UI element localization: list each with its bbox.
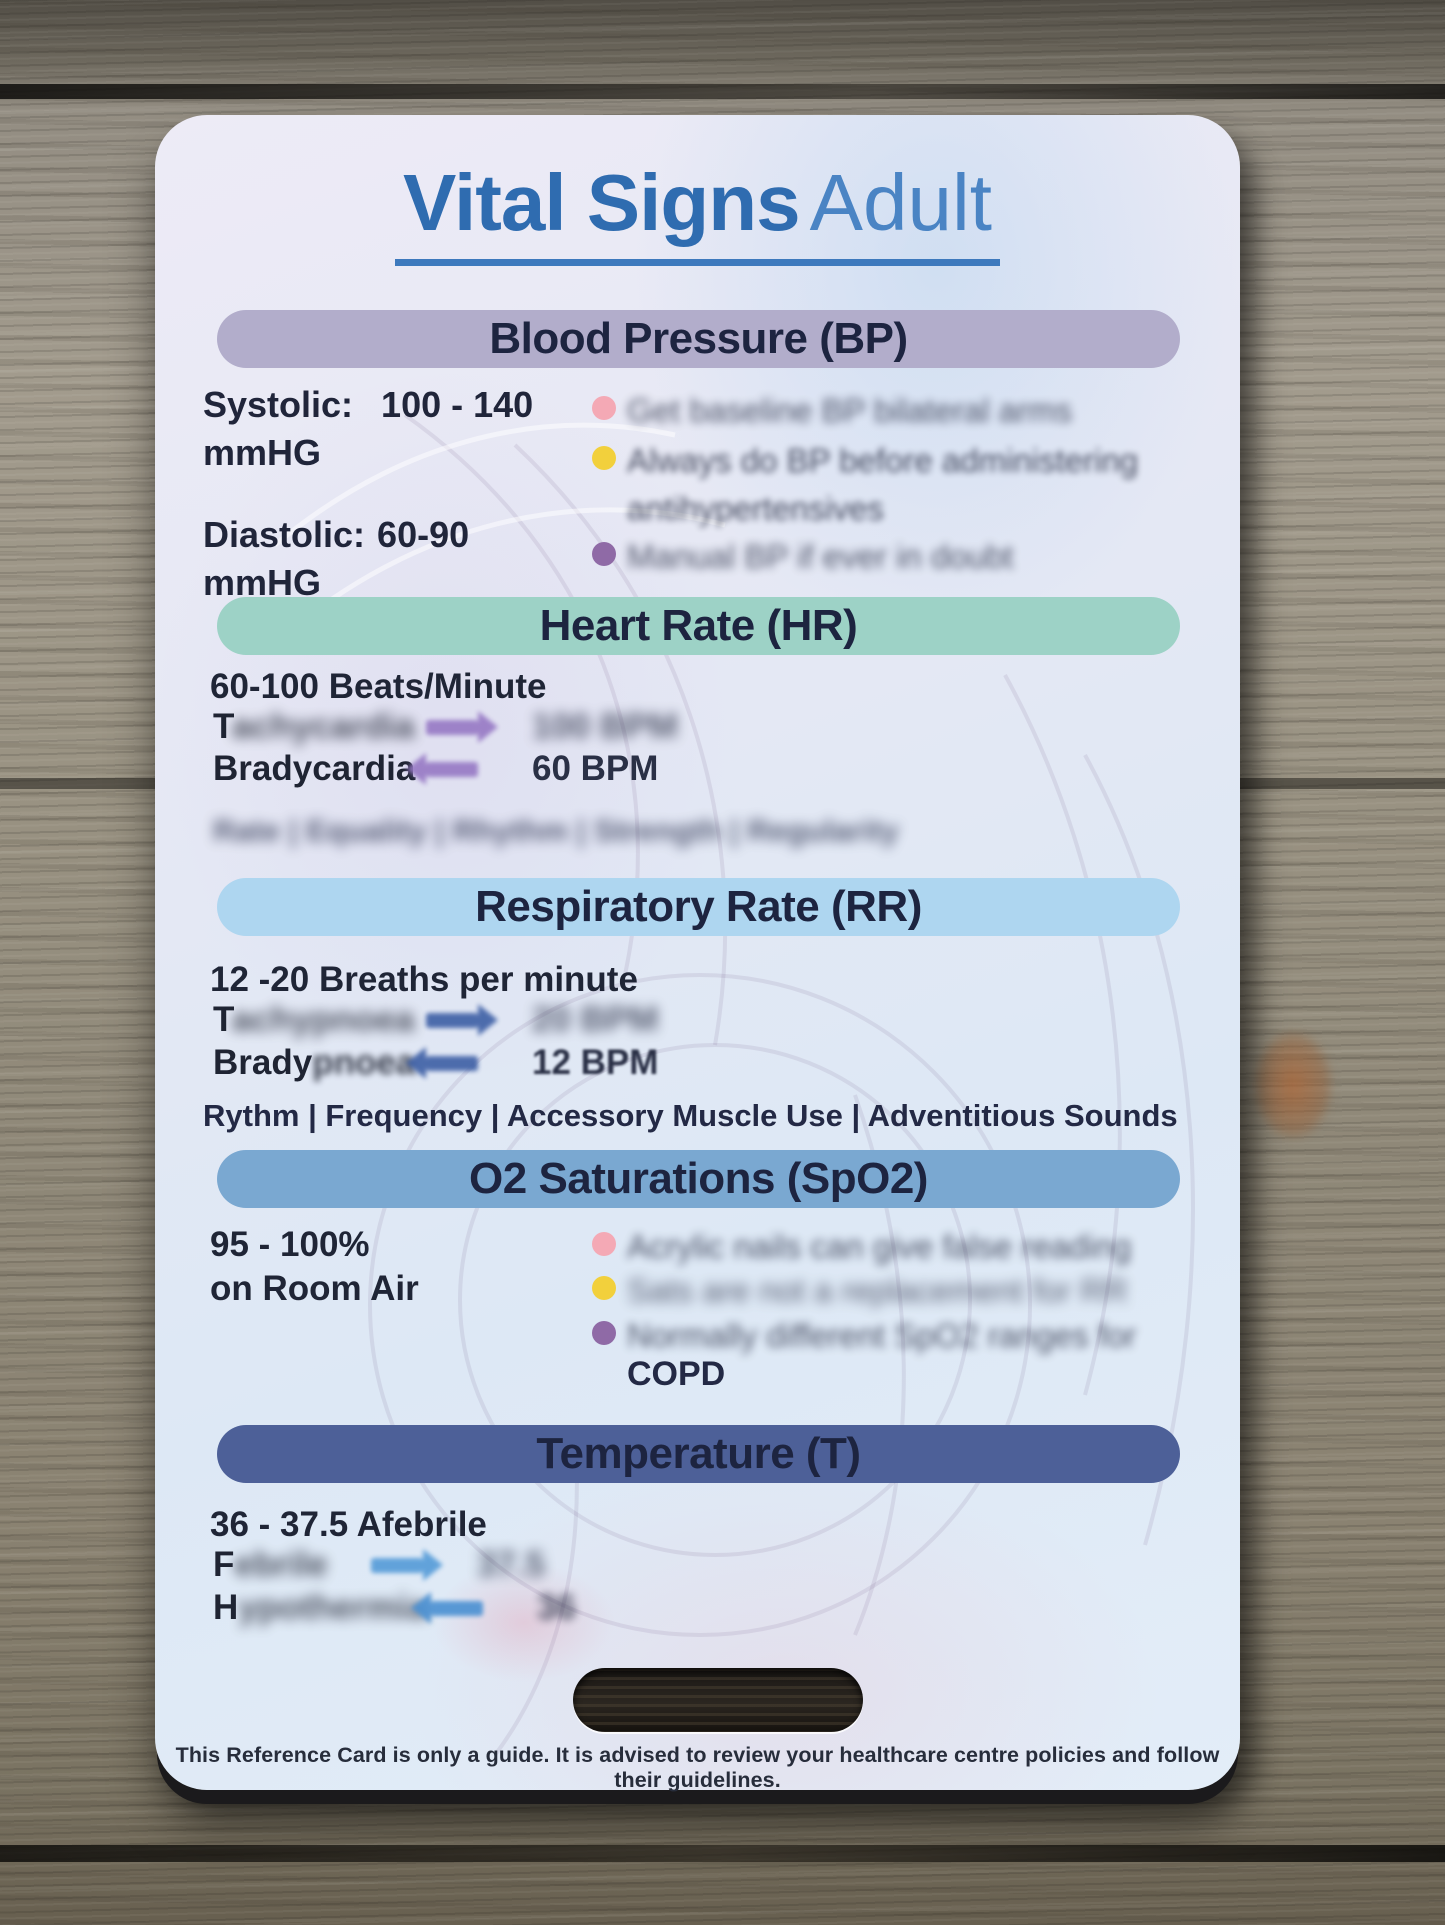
section-header-label: Heart Rate (HR): [539, 601, 858, 650]
bp-diastolic-unit: mmHG: [203, 562, 322, 603]
section-header-temperature: Temperature (T): [217, 1425, 1180, 1483]
rr-assessment-line: Rythm | Frequency | Accessory Muscle Use…: [203, 1098, 1178, 1133]
bp-systolic-value: 100 - 140: [381, 384, 534, 425]
bp-note-row: Manual BP if ever in doubt: [592, 533, 1013, 581]
badge-slot-hole: [573, 1668, 863, 1732]
section-header-heart-rate: Heart Rate (HR): [217, 597, 1180, 655]
vital-signs-reference-card: Vital Signs Adult Blood Pressure (BP) Sys…: [155, 115, 1240, 1792]
rr-normal-range: 12 -20 Breaths per minute: [210, 960, 638, 999]
hr-tachycardia-value: 100 BPM: [532, 707, 678, 746]
spo2-copd-label: COPD: [627, 1355, 726, 1393]
bullet-dot-purple: [592, 542, 616, 566]
bullet-dot-yellow: [592, 446, 616, 470]
footer-disclaimer: This Reference Card is only a guide. It …: [175, 1743, 1220, 1792]
rr-tachypnoea-value: 20 BPM: [532, 1000, 659, 1039]
spo2-note-row: Sats are not a replacement for RR: [592, 1267, 1128, 1315]
label-blurred-part: achycardia: [231, 707, 415, 746]
spo2-note-row: Acrylic nails can give false reading: [592, 1223, 1131, 1271]
temp-hypothermia-value: 36: [537, 1588, 576, 1627]
spo2-range-value: 95 - 100%: [210, 1225, 370, 1264]
section-header-respiratory-rate: Respiratory Rate (RR): [217, 878, 1180, 936]
arrow-left-icon: [431, 1600, 483, 1616]
section-header-blood-pressure: Blood Pressure (BP): [217, 310, 1180, 368]
temp-normal-range: 36 - 37.5 Afebrile: [210, 1505, 487, 1544]
label-blurred-part: ebrile: [234, 1545, 328, 1584]
temp-hypothermia-row: Hypothermia 36: [213, 1588, 576, 1628]
bp-note-text: Manual BP if ever in doubt: [627, 538, 1014, 575]
label-sharp-part: T: [213, 1000, 232, 1039]
hr-tachycardia-row: Tachycardia 100 BPM: [213, 707, 678, 747]
rr-bradypnoea-value: 12 BPM: [532, 1043, 659, 1082]
spo2-note-text: Normally different SpO2 ranges for: [627, 1317, 1137, 1354]
label-blurred-part: ypothermia: [238, 1588, 427, 1627]
bp-diastolic-label: Diastolic:: [203, 514, 366, 555]
rr-bradypnoea-row: Bradypnoea 12 BPM: [213, 1043, 658, 1083]
bp-systolic-unit: mmHG: [203, 432, 322, 473]
hr-bradycardia-value: 60 BPM: [532, 749, 659, 788]
hr-bradycardia-label: Bradycardia: [213, 749, 416, 788]
hr-assessment-line: Rate | Equality | Rhythm | Strength | Re…: [213, 813, 899, 848]
arrow-right-icon: [371, 1557, 423, 1573]
wood-knot-stain: [1238, 1010, 1348, 1160]
arrow-right-icon: [426, 1012, 478, 1028]
spo2-note-text: Sats are not a replacement for RR: [627, 1272, 1128, 1309]
rr-tachypnoea-row: Tachypnoea 20 BPM: [213, 1000, 658, 1040]
section-header-label: Respiratory Rate (RR): [475, 882, 922, 931]
section-header-label: Blood Pressure (BP): [489, 314, 908, 363]
bp-note-row: Get baseline BP bilateral arms: [592, 387, 1072, 435]
hr-bradycardia-row: Bradycardia 60 BPM: [213, 749, 658, 789]
hr-tachycardia-label: Tachycardia: [213, 707, 418, 747]
arrow-right-icon: [426, 719, 478, 735]
bp-note-text: Always do BP before administering antihy…: [627, 442, 1139, 527]
hr-normal-range: 60-100 Beats/Minute: [210, 667, 547, 706]
section-header-label: Temperature (T): [536, 1429, 861, 1478]
bp-diastolic-value: 60-90: [377, 514, 470, 555]
spo2-note-text: Acrylic nails can give false reading: [627, 1228, 1132, 1265]
label-sharp-part: H: [213, 1588, 239, 1627]
temp-febrile-label: Febrile: [213, 1545, 363, 1585]
temp-febrile-row: Febrile 37.5: [213, 1545, 545, 1585]
label-sharp-part: T: [213, 707, 232, 746]
label-sharp-part: F: [213, 1545, 235, 1584]
wood-plank-gap: [0, 1845, 1445, 1862]
bullet-dot-yellow: [592, 1276, 616, 1300]
arrow-left-icon: [426, 761, 478, 777]
section-header-o2-saturations: O2 Saturations (SpO2): [217, 1150, 1180, 1208]
bp-diastolic-range: Diastolic: 60-90 mmHG: [203, 511, 469, 607]
rr-bradypnoea-label: Bradypnoea: [213, 1043, 418, 1083]
wood-plank-gap: [0, 84, 1445, 99]
title-underline: Vital Signs Adult: [395, 157, 1000, 266]
temp-febrile-value: 37.5: [477, 1545, 546, 1584]
title-vital-signs: Vital Signs: [403, 158, 801, 247]
rr-tachypnoea-label: Tachypnoea: [213, 1000, 418, 1040]
spo2-normal-range: 95 - 100% on Room Air: [210, 1223, 419, 1311]
spo2-range-context: on Room Air: [210, 1269, 419, 1308]
bp-systolic-label: Systolic:: [203, 384, 354, 425]
bullet-dot-pink: [592, 1232, 616, 1256]
bullet-dot-pink: [592, 396, 616, 420]
bp-note-row: Always do BP before administering antihy…: [592, 437, 1187, 533]
spo2-note-row: Normally different SpO2 ranges for: [592, 1312, 1136, 1360]
bp-note-text: Get baseline BP bilateral arms: [627, 392, 1073, 429]
section-header-label: O2 Saturations (SpO2): [469, 1154, 928, 1203]
page-title: Vital Signs Adult: [155, 157, 1240, 266]
temp-hypothermia-label: Hypothermia: [213, 1588, 427, 1628]
bp-systolic-range: Systolic: 100 - 140 mmHG: [203, 381, 533, 477]
label-blurred-part: pnoea: [312, 1043, 416, 1082]
label-sharp-part: Brady: [213, 1043, 313, 1082]
bullet-dot-purple: [592, 1321, 616, 1345]
title-adult: Adult: [809, 158, 992, 247]
arrow-left-icon: [426, 1055, 478, 1071]
label-blurred-part: achypnoea: [231, 1000, 415, 1039]
